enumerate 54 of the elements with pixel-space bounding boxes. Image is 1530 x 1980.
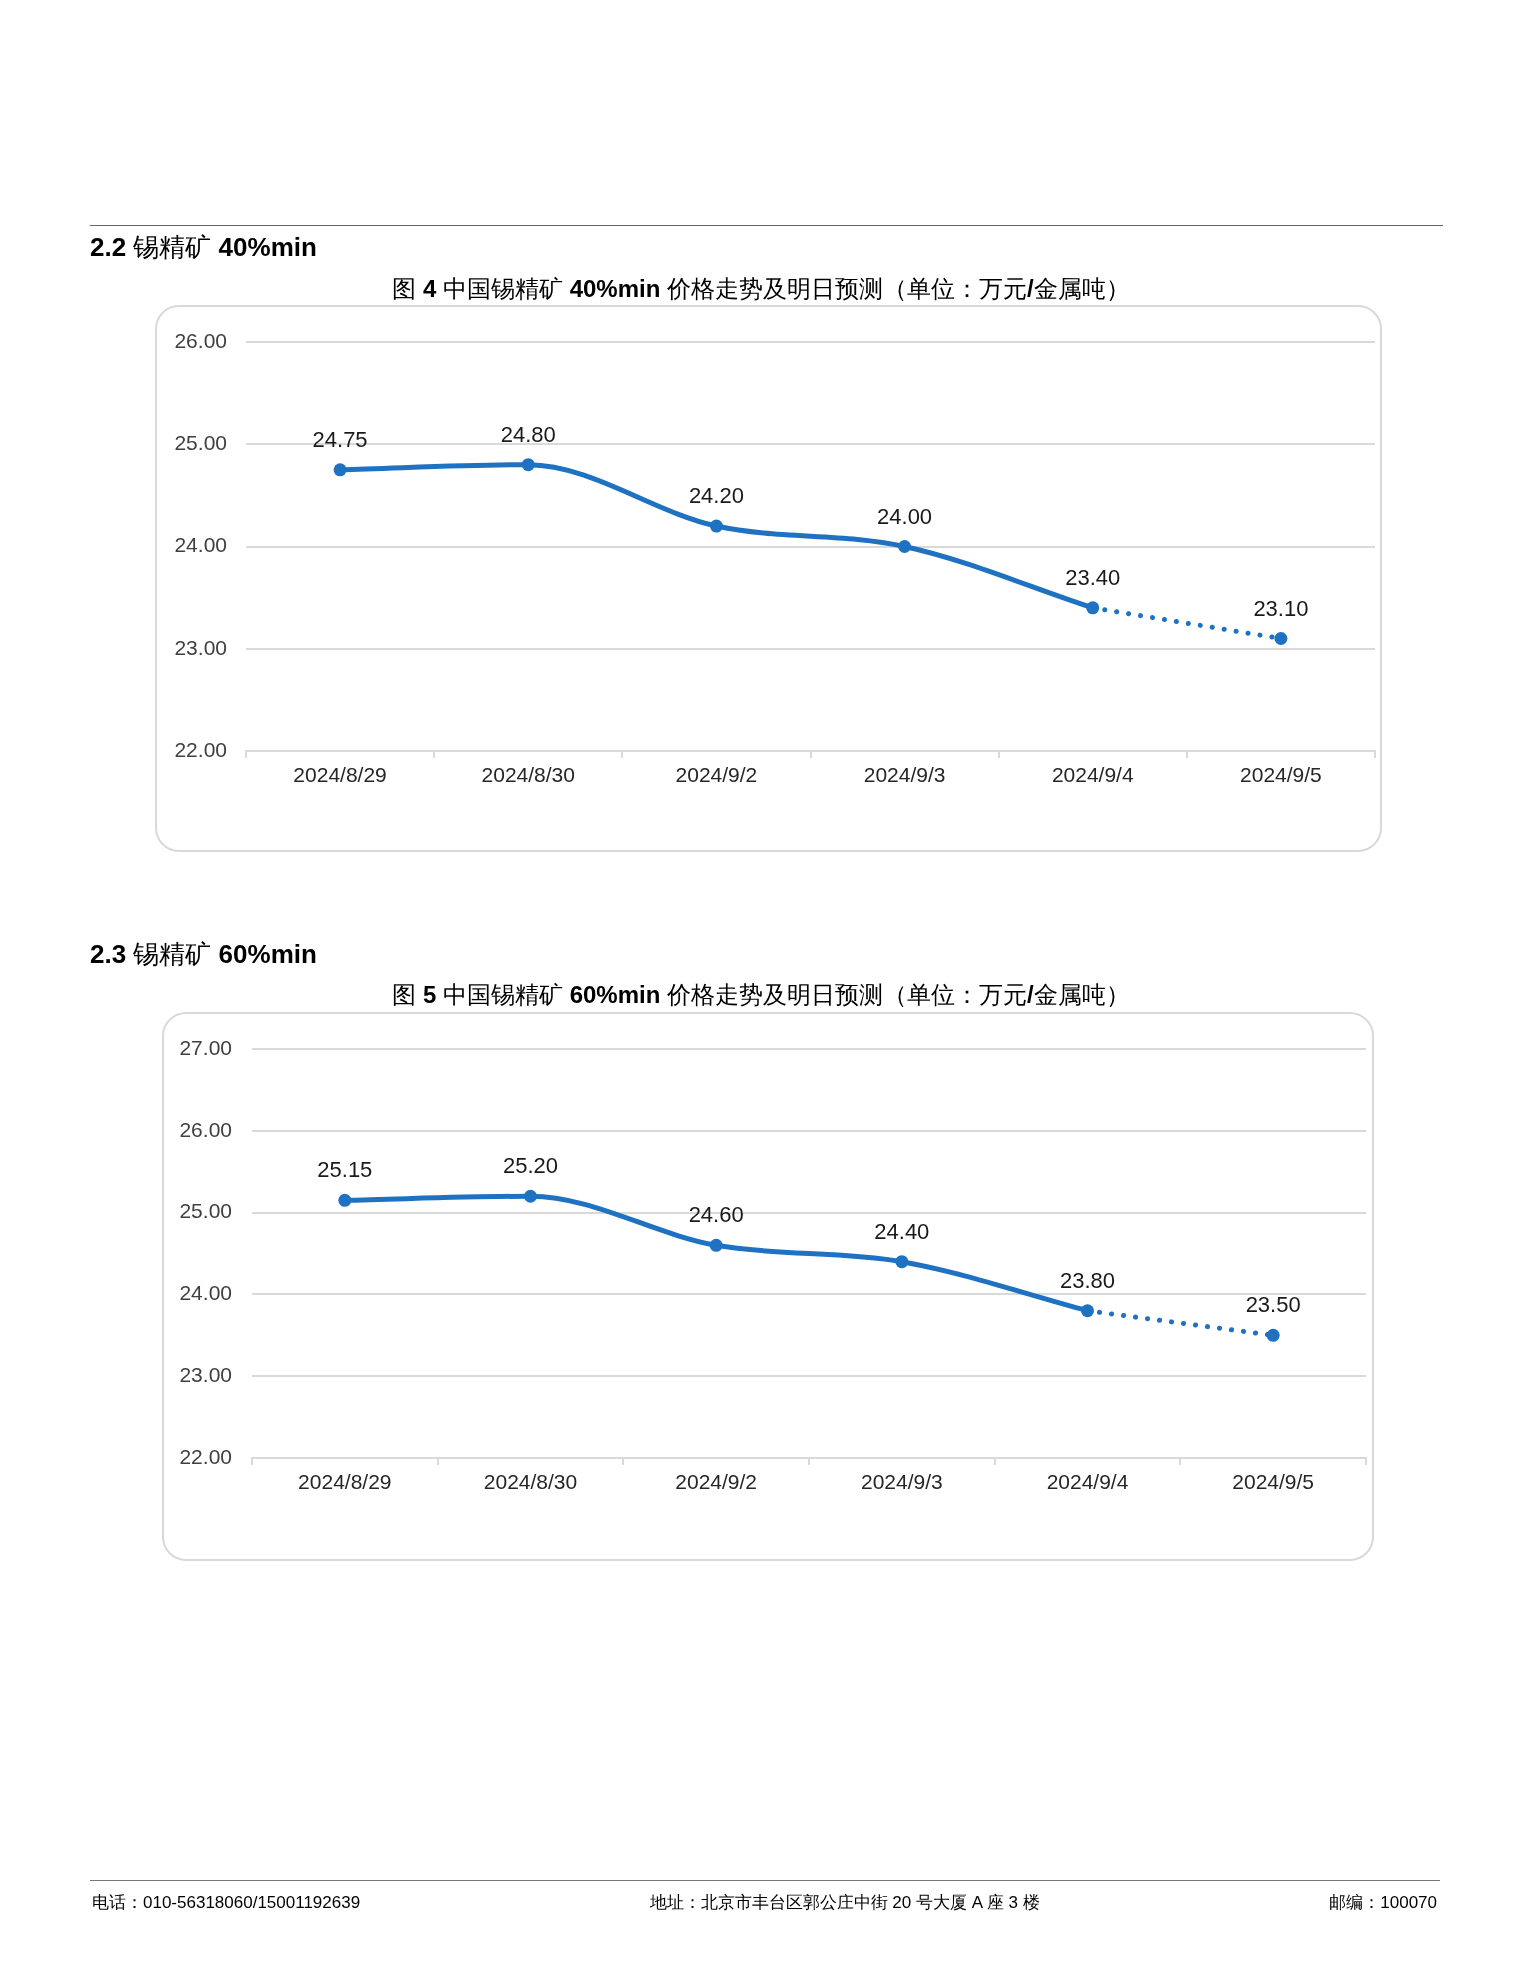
x-tick-label: 2024/8/30 [483,1470,578,1494]
point [898,540,912,553]
point [895,1255,909,1269]
data-label: 24.20 [688,483,744,509]
data-label: 23.40 [1065,564,1121,590]
x-tick-label: 2024/9/2 [675,763,758,787]
text: 2.3 锡精矿 60%min [90,939,317,969]
x-tick-label: 2024/9/4 [1051,763,1134,787]
text: 邮编：100070 [1329,1892,1437,1914]
y-tick-label: 24.00 [174,533,227,557]
point [338,1193,352,1207]
data-label: 24.40 [874,1218,930,1244]
y-tick-label: 23.00 [174,635,227,659]
point [709,519,723,533]
x-tick-label: 2024/9/3 [860,1470,943,1494]
y-tick-label: 26.00 [174,328,227,352]
y-tick-label: 26.00 [179,1117,232,1141]
data-label: 24.00 [877,503,933,529]
data-label: 24.60 [688,1202,744,1228]
point [1081,1304,1094,1318]
point [524,1189,537,1203]
data-label: 25.20 [502,1153,559,1179]
chart-title: 图 4 中国锡精矿 40%min 价格走势及明日预测（单位：万元/金属吨） [392,275,1130,302]
x-tick-label: 2024/9/5 [1232,1470,1315,1494]
y-tick-label: 27.00 [179,1035,232,1059]
point [1266,1328,1280,1342]
text: 地址：北京市丰台区郭公庄中街 20 号大厦 A 座 3 楼 [649,1892,1040,1914]
data-label: 23.80 [1059,1267,1116,1293]
text: 电话：010-56318060/15001192639 [92,1892,361,1914]
y-tick-label: 25.00 [174,431,227,455]
data-label: 24.75 [312,426,368,452]
point [521,458,535,472]
point [333,463,347,477]
y-tick-label: 23.00 [179,1363,232,1386]
y-tick-label: 22.00 [179,1444,232,1468]
y-tick-label: 25.00 [179,1199,232,1223]
x-tick-label: 2024/9/4 [1046,1470,1129,1494]
x-tick-label: 2024/8/29 [298,1470,392,1494]
x-tick-label: 2024/9/5 [1240,763,1322,787]
x-tick-label: 2024/8/30 [481,763,575,787]
point [1086,601,1100,615]
data-label: 23.10 [1253,595,1309,621]
data-label: 23.50 [1245,1292,1301,1318]
data-label: 24.80 [500,421,556,447]
point [1274,632,1288,646]
x-tick-label: 2024/9/2 [675,1470,758,1494]
data-label: 25.15 [317,1157,373,1183]
text: 2.2 锡精矿 40%min [90,232,317,262]
x-tick-label: 2024/9/3 [863,763,946,787]
y-tick-label: 24.00 [179,1281,232,1305]
x-tick-label: 2024/8/29 [293,763,387,787]
point [709,1238,723,1252]
chart-title: 图 5 中国锡精矿 60%min 价格走势及明日预测（单位：万元/金属吨） [392,981,1130,1008]
y-tick-label: 22.00 [174,737,227,761]
